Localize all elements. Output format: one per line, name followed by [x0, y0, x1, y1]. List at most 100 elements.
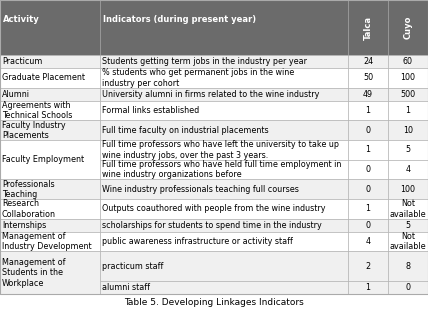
Bar	[0, 140, 100, 179]
Text: 8: 8	[405, 262, 410, 271]
Bar	[0, 219, 100, 232]
Bar	[348, 199, 388, 219]
Bar	[388, 199, 428, 219]
Text: Not
available: Not available	[389, 232, 426, 251]
Bar	[0, 101, 100, 120]
Bar	[388, 179, 428, 199]
Text: 100: 100	[401, 73, 416, 82]
Bar	[348, 68, 388, 88]
Bar	[100, 281, 348, 294]
Text: 60: 60	[403, 57, 413, 66]
Bar	[348, 232, 388, 251]
Bar	[388, 88, 428, 101]
Text: 0: 0	[366, 185, 371, 194]
Text: 5: 5	[405, 221, 410, 230]
Text: Management of
Students in the
Workplace: Management of Students in the Workplace	[2, 258, 65, 288]
Bar	[100, 232, 348, 251]
Bar	[0, 55, 100, 68]
Text: Outputs coauthored with people from the wine industry: Outputs coauthored with people from the …	[102, 204, 326, 213]
Text: 1: 1	[366, 145, 371, 154]
Text: University alumni in firms related to the wine industry: University alumni in firms related to th…	[102, 90, 319, 99]
Bar	[100, 120, 348, 140]
Bar	[348, 160, 388, 179]
Bar	[388, 281, 428, 294]
Text: Faculty Industry
Placements: Faculty Industry Placements	[2, 121, 65, 140]
Bar	[0, 120, 100, 140]
Text: 4: 4	[405, 165, 410, 174]
Bar	[100, 251, 348, 281]
Bar	[348, 120, 388, 140]
Text: Full time faculty on industrial placements: Full time faculty on industrial placemen…	[102, 126, 269, 135]
Bar	[388, 68, 428, 88]
Bar	[388, 251, 428, 281]
Bar	[348, 101, 388, 120]
Text: Graduate Placement: Graduate Placement	[2, 73, 85, 82]
Text: Table 5. Developing Linkages Indicators: Table 5. Developing Linkages Indicators	[124, 298, 304, 307]
Text: 24: 24	[363, 57, 373, 66]
Text: Indicators (during present year): Indicators (during present year)	[103, 15, 256, 24]
Text: Internships: Internships	[2, 221, 46, 230]
Bar	[388, 160, 428, 179]
Text: 50: 50	[363, 73, 373, 82]
Text: Management of
Industry Development: Management of Industry Development	[2, 232, 92, 251]
Text: Students getting term jobs in the industry per year: Students getting term jobs in the indust…	[102, 57, 307, 66]
Text: Full time professors who have left the university to take up
wine industry jobs,: Full time professors who have left the u…	[102, 140, 339, 160]
Bar	[388, 101, 428, 120]
Bar	[0, 199, 100, 219]
Bar	[100, 88, 348, 101]
Text: 4: 4	[366, 237, 371, 246]
Bar	[348, 88, 388, 101]
Bar	[388, 55, 428, 68]
Bar	[100, 140, 348, 160]
Text: 10: 10	[403, 126, 413, 135]
Text: scholarships for students to spend time in the industry: scholarships for students to spend time …	[102, 221, 322, 230]
Text: 0: 0	[366, 126, 371, 135]
Text: Research
Collaboration: Research Collaboration	[2, 199, 56, 219]
Bar	[100, 68, 348, 88]
Text: 0: 0	[366, 221, 371, 230]
Bar	[348, 140, 388, 160]
Bar	[100, 219, 348, 232]
Text: practicum staff: practicum staff	[102, 262, 163, 271]
Text: 1: 1	[366, 283, 371, 292]
Text: % students who get permanent jobs in the wine
industry per cohort: % students who get permanent jobs in the…	[102, 68, 294, 88]
Text: 1: 1	[366, 106, 371, 115]
Bar	[100, 199, 348, 219]
Text: Faculty Employment: Faculty Employment	[2, 155, 84, 164]
Text: Not
available: Not available	[389, 199, 426, 219]
Text: 5: 5	[405, 145, 410, 154]
Text: Practicum: Practicum	[2, 57, 42, 66]
Bar	[100, 160, 348, 179]
Bar	[388, 219, 428, 232]
Text: Professionals
Teaching: Professionals Teaching	[2, 179, 55, 199]
Text: 2: 2	[366, 262, 371, 271]
Bar	[388, 140, 428, 160]
Text: Cuyo: Cuyo	[404, 16, 413, 39]
Text: 49: 49	[363, 90, 373, 99]
Text: 1: 1	[366, 204, 371, 213]
Text: 0: 0	[405, 283, 410, 292]
Text: Talca: Talca	[363, 16, 372, 40]
Text: 1: 1	[405, 106, 410, 115]
Bar	[0, 251, 100, 294]
Bar	[100, 179, 348, 199]
Bar	[100, 55, 348, 68]
Bar	[348, 251, 388, 281]
Text: Full time professors who have held full time employment in
wine industry organiz: Full time professors who have held full …	[102, 160, 342, 179]
Bar	[0, 179, 100, 199]
Bar	[0, 88, 100, 101]
Bar	[348, 281, 388, 294]
Text: alumni staff: alumni staff	[102, 283, 150, 292]
Text: 100: 100	[401, 185, 416, 194]
Text: public awareness infrastructure or activity staff: public awareness infrastructure or activ…	[102, 237, 293, 246]
Text: 500: 500	[401, 90, 416, 99]
Bar	[388, 232, 428, 251]
Bar	[0, 232, 100, 251]
Text: 0: 0	[366, 165, 371, 174]
Bar	[348, 179, 388, 199]
Bar	[388, 120, 428, 140]
Text: Alumni: Alumni	[2, 90, 30, 99]
Bar	[348, 55, 388, 68]
Text: Wine industry professionals teaching full courses: Wine industry professionals teaching ful…	[102, 185, 299, 194]
Bar	[100, 101, 348, 120]
